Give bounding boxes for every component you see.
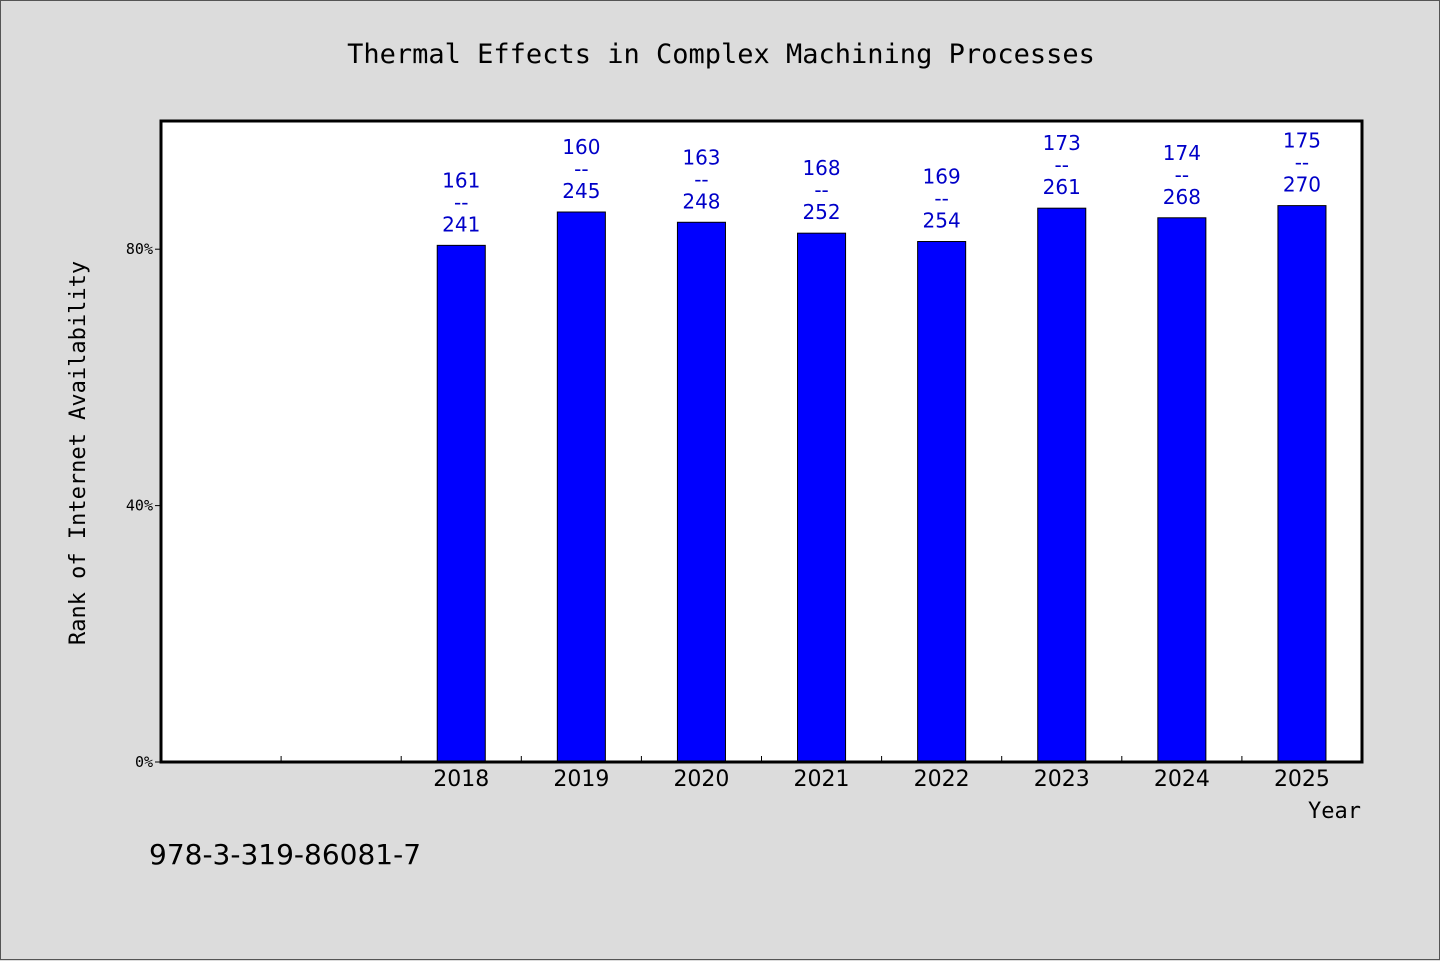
x-tick-label: 2021 (794, 767, 850, 792)
data-label-2020: -- (694, 167, 708, 191)
data-label-2024: -- (1175, 163, 1189, 187)
data-label-2023: 173 (1043, 131, 1081, 155)
data-label-2025: -- (1295, 151, 1309, 175)
data-label-2024: 268 (1163, 185, 1201, 209)
bar-2021 (797, 232, 847, 763)
footer-text: 978-3-319-86081-7 (149, 838, 421, 871)
data-label-2024: 174 (1163, 141, 1201, 165)
bars-layer (436, 205, 1327, 763)
data-label-2018: 241 (442, 212, 480, 236)
data-label-2021: 168 (802, 156, 840, 180)
x-tick-label: 2020 (673, 767, 729, 792)
x-tick-label: 2025 (1274, 767, 1330, 792)
data-label-2018: -- (454, 190, 468, 214)
data-label-2023: 261 (1043, 175, 1081, 199)
bar-2025 (1277, 205, 1327, 763)
y-tick-label: 0% (135, 753, 153, 771)
x-tick-label: 2022 (914, 767, 970, 792)
x-axis-label: Year (1308, 799, 1361, 824)
x-axis: 2018 2019 2020 2021 2022 2023 2024 2025 (280, 756, 1330, 792)
x-tick-label: 2024 (1154, 767, 1210, 792)
bar-2022 (917, 241, 967, 763)
y-axis: 0% 40% 80% (126, 240, 161, 771)
bar-2018 (436, 244, 486, 763)
data-label-2019: 245 (562, 179, 600, 203)
bar-2024 (1157, 217, 1207, 763)
data-label-2023: -- (1055, 153, 1069, 177)
data-label-2025: 175 (1283, 129, 1321, 153)
data-label-2019: 160 (562, 135, 600, 159)
x-tick-label: 2018 (433, 767, 489, 792)
data-label-2018: 161 (442, 168, 480, 192)
x-tick-label: 2019 (553, 767, 609, 792)
data-labels-layer: 161--241160--245163--248168--252169--254… (442, 129, 1321, 237)
data-label-2020: 248 (682, 189, 720, 213)
data-label-2022: -- (934, 187, 948, 211)
x-tick-label: 2023 (1034, 767, 1090, 792)
bar-2020 (676, 221, 726, 763)
chart-title: Thermal Effects in Complex Machining Pro… (347, 39, 1095, 70)
bar-2019 (556, 211, 606, 763)
y-axis-label: Rank of Internet Availability (66, 261, 91, 645)
bar-2023 (1037, 207, 1087, 763)
y-tick-label: 40% (126, 497, 153, 515)
data-label-2020: 163 (682, 145, 720, 169)
data-label-2021: -- (814, 178, 828, 202)
data-label-2019: -- (574, 157, 588, 181)
data-label-2022: 169 (923, 165, 961, 189)
data-label-2025: 270 (1283, 173, 1321, 197)
data-label-2021: 252 (802, 200, 840, 224)
data-label-2022: 254 (923, 209, 961, 233)
y-tick-label: 80% (126, 240, 153, 258)
